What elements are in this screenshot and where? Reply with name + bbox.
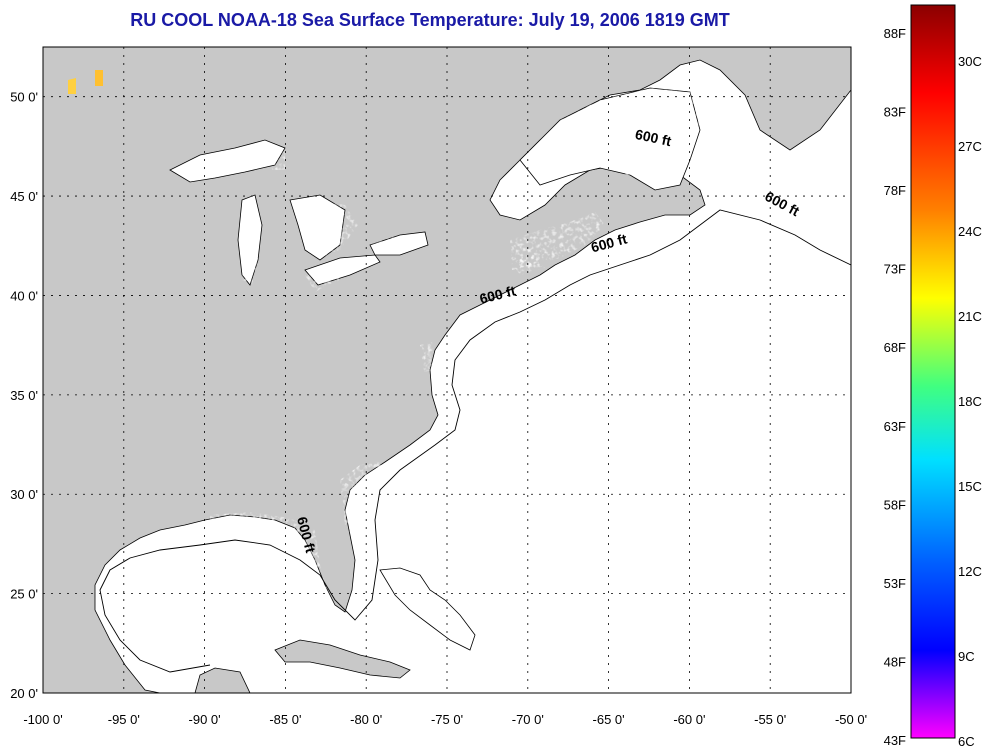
map-title: RU COOL NOAA-18 Sea Surface Temperature:…	[130, 10, 730, 30]
lon-tick-label: -50 0'	[835, 712, 867, 727]
colorbar-f-label: 43F	[884, 733, 906, 748]
colorbar	[910, 4, 956, 739]
lat-tick-label: 30 0'	[10, 487, 38, 502]
lon-tick-label: -70 0'	[512, 712, 544, 727]
colorbar-f-label: 73F	[884, 262, 906, 277]
colorbar-f-label: 48F	[884, 654, 906, 669]
lat-tick-label: 50 0'	[10, 90, 38, 105]
land-cuba	[274, 639, 411, 679]
lat-tick-label: 40 0'	[10, 288, 38, 303]
map-frame	[42, 46, 852, 694]
land-yucatan	[194, 667, 251, 693]
map-gridlines	[43, 47, 851, 693]
colorbar-c-label: 24C	[958, 224, 982, 239]
lon-tick-label: -95 0'	[108, 712, 140, 727]
lon-tick-label: -60 0'	[673, 712, 705, 727]
colorbar-c-label: 18C	[958, 394, 982, 409]
colorbar-c-label: 12C	[958, 564, 982, 579]
colorbar-f-label: 58F	[884, 497, 906, 512]
colorbar-f-label: 88F	[884, 26, 906, 41]
lat-tick-label: 45 0'	[10, 189, 38, 204]
colorbar-f-label: 63F	[884, 419, 906, 434]
colorbar-c-label: 9C	[958, 649, 975, 664]
colorbar-c-label: 21C	[958, 309, 982, 324]
sst-data	[68, 70, 735, 693]
colorbar-f-label: 68F	[884, 340, 906, 355]
isobath-600ft	[99, 209, 851, 673]
lon-tick-label: -80 0'	[350, 712, 382, 727]
lat-tick-label: 25 0'	[10, 587, 38, 602]
lon-tick-label: -85 0'	[269, 712, 301, 727]
lat-tick-label: 20 0'	[10, 686, 38, 701]
colorbar-c-label: 27C	[958, 139, 982, 154]
lon-tick-label: -90 0'	[189, 712, 221, 727]
colorbar-f-label: 53F	[884, 576, 906, 591]
lon-tick-label: -75 0'	[431, 712, 463, 727]
colorbar-f-label: 83F	[884, 105, 906, 120]
colorbar-c-label: 15C	[958, 479, 982, 494]
colorbar-c-label: 30C	[958, 54, 982, 69]
longitude-labels: -100 0' -95 0' -90 0' -85 0' -80 0' -75 0' -70…	[23, 712, 867, 727]
colorbar-celsius-labels: 30C 27C 24C 21C 18C 15C 12C 9C 6C	[958, 54, 982, 749]
latitude-labels: 20 0' 25 0' 30 0' 35 0' 40 0' 45 0' 50 0'	[10, 90, 38, 701]
lon-tick-label: -65 0'	[593, 712, 625, 727]
colorbar-f-label: 78F	[884, 183, 906, 198]
colorbar-fahrenheit-labels: 88F 83F 78F 73F 68F 63F 58F 53F 48F 43F	[884, 26, 906, 748]
lon-tick-label: -55 0'	[754, 712, 786, 727]
contour-label: 600 ft	[634, 126, 673, 149]
colorbar-c-label: 6C	[958, 734, 975, 749]
lon-tick-label: -100 0'	[23, 712, 62, 727]
lat-tick-label: 35 0'	[10, 388, 38, 403]
bahamas	[379, 567, 476, 651]
